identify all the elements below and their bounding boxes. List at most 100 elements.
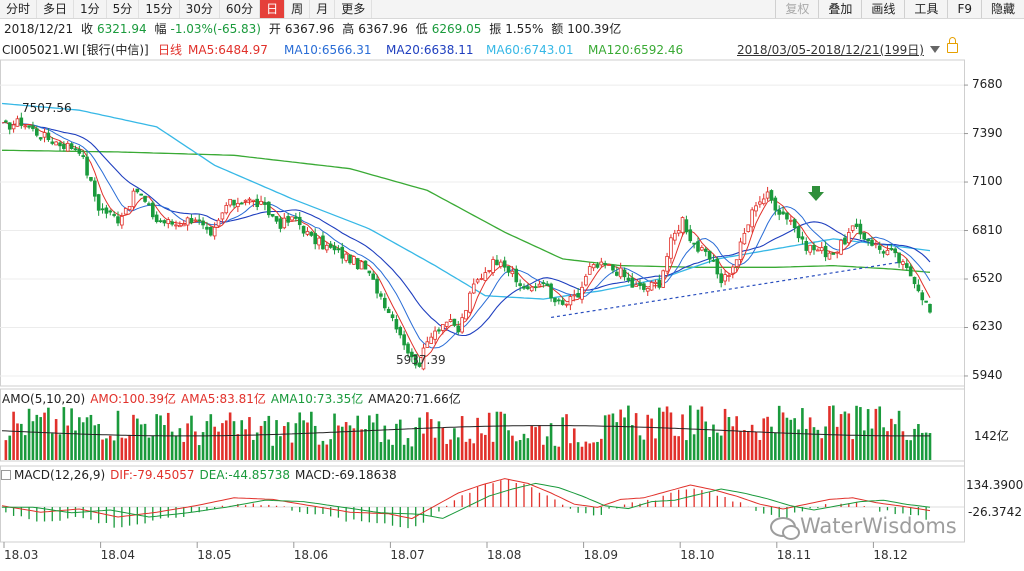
period-tab-7[interactable]: 日 (260, 0, 286, 18)
candle-body (738, 241, 743, 260)
volume-bar (282, 426, 286, 460)
change-label: 幅 (154, 22, 167, 36)
candle (796, 225, 801, 243)
amplitude-value: 1.55% (505, 22, 544, 36)
volume-bar (917, 424, 920, 460)
candle-body (464, 309, 468, 320)
volume-bar (252, 439, 255, 460)
candle (460, 313, 464, 334)
toolbar-button-3[interactable]: 工具 (904, 0, 947, 18)
volume-bar (414, 426, 418, 460)
toolbar-button-2[interactable]: 画线 (861, 0, 904, 18)
volume-bar (762, 418, 766, 460)
candle (591, 263, 596, 272)
volume-bar (93, 425, 97, 460)
volume-bar (221, 423, 224, 460)
candle-body (371, 273, 375, 280)
candle-body (309, 231, 314, 236)
candle-body (332, 245, 337, 251)
candle-body (529, 286, 534, 292)
candle (150, 200, 155, 220)
macd-collapse-box[interactable] (1, 470, 11, 480)
volume-bar (147, 437, 151, 460)
candle-body (355, 258, 360, 270)
candle-body (85, 156, 89, 176)
candle (781, 206, 785, 216)
macd-panel (0, 478, 964, 529)
candle (471, 278, 476, 294)
volume-bar (402, 444, 406, 460)
volume-bar (190, 415, 193, 460)
close-label: 收 (81, 22, 94, 36)
candle (529, 286, 534, 293)
g-ma120-path (2, 149, 931, 273)
toolbar-button-1[interactable]: 叠加 (818, 0, 861, 18)
candle-body (317, 237, 321, 246)
candle-body (773, 197, 778, 211)
candle-body (363, 260, 368, 270)
candle-body (862, 232, 867, 240)
candle (166, 217, 171, 229)
candle-body (413, 354, 418, 366)
toolbar-button-4[interactable]: F9 (947, 0, 981, 18)
candle-body (808, 244, 812, 253)
toolbar-button-0[interactable]: 复权 (775, 0, 818, 18)
period-tab-9[interactable]: 月 (310, 0, 336, 18)
period-tab-2[interactable]: 1分 (74, 0, 107, 18)
volume-bar (398, 419, 402, 460)
volume-bar (441, 427, 445, 460)
candle (560, 297, 565, 306)
candle (831, 252, 836, 255)
candle (382, 293, 387, 311)
volume-bar (383, 425, 387, 460)
dropdown-triangle-icon[interactable] (930, 46, 940, 53)
candle-body (278, 218, 283, 229)
period-tab-1[interactable]: 多日 (37, 0, 75, 18)
period-tab-4[interactable]: 15分 (139, 0, 180, 18)
candle-body (514, 268, 519, 283)
candle (371, 271, 375, 280)
volume-bar (194, 431, 197, 460)
candle (495, 255, 499, 266)
period-tab-0[interactable]: 分时 (0, 0, 38, 18)
volume-bar (495, 411, 499, 460)
candle (773, 195, 778, 216)
period-tab-3[interactable]: 5分 (107, 0, 140, 18)
candle-body (537, 283, 542, 287)
lock-icon[interactable] (947, 37, 958, 53)
candle (305, 227, 310, 237)
candle-body (185, 217, 190, 226)
period-tab-6[interactable]: 60分 (220, 0, 261, 18)
period-tab-8[interactable]: 周 (285, 0, 311, 18)
volume-bar (716, 432, 719, 460)
volume-bar (97, 423, 100, 460)
date-range-selector[interactable]: 2018/03/05-2018/12/21(199日) (737, 43, 924, 57)
volume-bar (623, 417, 626, 460)
candle-body (321, 235, 325, 250)
toolbar-button-5[interactable]: 隐藏 (980, 0, 1024, 18)
volume-bar (797, 429, 800, 460)
candle-body (468, 292, 472, 313)
candle (684, 215, 689, 235)
volume-bar (673, 435, 677, 460)
candle (96, 193, 101, 216)
volume-bar (603, 415, 607, 460)
candle (475, 277, 480, 285)
candle (89, 176, 93, 182)
volume-bar (692, 434, 696, 460)
candle (498, 259, 503, 269)
period-tab-10[interactable]: 更多 (335, 0, 373, 18)
candle (35, 125, 39, 138)
volume-bar (545, 436, 549, 460)
candle (916, 279, 921, 293)
candle-body (255, 198, 260, 208)
volume-bar (553, 445, 557, 460)
candle-body (294, 216, 298, 219)
period-tab-5[interactable]: 30分 (180, 0, 220, 18)
volume-bar (491, 441, 495, 460)
candle (599, 257, 604, 268)
candle (85, 151, 89, 179)
candle-body (31, 125, 35, 130)
dea-line (2, 482, 931, 519)
trendline (550, 261, 900, 319)
